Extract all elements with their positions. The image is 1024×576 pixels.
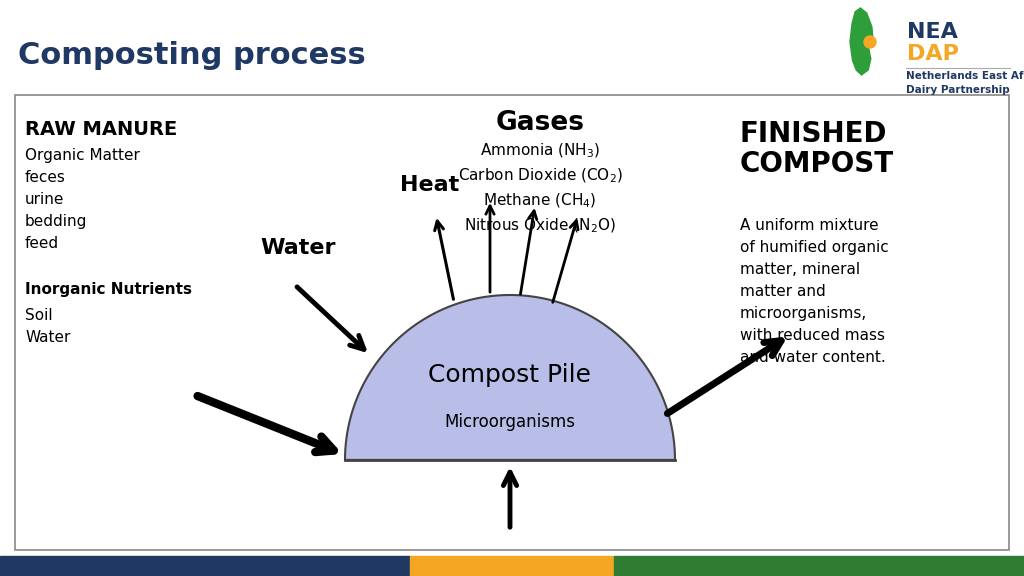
- Bar: [614, 556, 1024, 576]
- Text: with reduced mass: with reduced mass: [740, 328, 885, 343]
- Bar: [15, 95, 1009, 550]
- Circle shape: [864, 36, 876, 48]
- Text: Methane (CH$_4$): Methane (CH$_4$): [483, 192, 597, 210]
- Text: Inorganic Nutrients: Inorganic Nutrients: [25, 282, 193, 297]
- Text: Composting process: Composting process: [18, 40, 366, 70]
- Text: Carbon Dioxide (CO$_2$): Carbon Dioxide (CO$_2$): [458, 167, 623, 185]
- Text: bedding: bedding: [25, 214, 87, 229]
- Text: Compost Pile: Compost Pile: [428, 363, 592, 387]
- Text: FINISHED
COMPOST: FINISHED COMPOST: [740, 120, 894, 178]
- Text: Heat: Heat: [400, 175, 460, 195]
- Polygon shape: [850, 8, 872, 75]
- Text: of humified organic: of humified organic: [740, 240, 889, 255]
- Text: DAP: DAP: [907, 44, 958, 64]
- Text: feed: feed: [25, 236, 59, 251]
- Bar: [0, 556, 410, 576]
- Text: urine: urine: [25, 192, 65, 207]
- Text: matter and: matter and: [740, 284, 825, 299]
- Text: and water content.: and water content.: [740, 350, 886, 365]
- Text: Microorganisms: Microorganisms: [444, 413, 575, 431]
- Text: Water: Water: [260, 238, 336, 258]
- Polygon shape: [345, 295, 675, 460]
- Text: feces: feces: [25, 170, 66, 185]
- Text: microorganisms,: microorganisms,: [740, 306, 867, 321]
- Text: RAW MANURE: RAW MANURE: [25, 120, 177, 139]
- Text: Organic Matter: Organic Matter: [25, 148, 140, 163]
- Text: Ammonia (NH$_3$): Ammonia (NH$_3$): [480, 142, 600, 160]
- Text: Oxygen: Oxygen: [462, 562, 558, 576]
- Text: Soil: Soil: [25, 308, 52, 323]
- Bar: [410, 556, 614, 576]
- Text: Nitrous Oxide (N$_2$O): Nitrous Oxide (N$_2$O): [464, 217, 616, 236]
- Text: A uniform mixture: A uniform mixture: [740, 218, 879, 233]
- Text: NEA: NEA: [907, 22, 957, 42]
- Text: matter, mineral: matter, mineral: [740, 262, 860, 277]
- Text: Water: Water: [25, 330, 71, 345]
- Text: Gases: Gases: [496, 110, 585, 136]
- Text: Netherlands East African
Dairy Partnership: Netherlands East African Dairy Partnersh…: [906, 71, 1024, 95]
